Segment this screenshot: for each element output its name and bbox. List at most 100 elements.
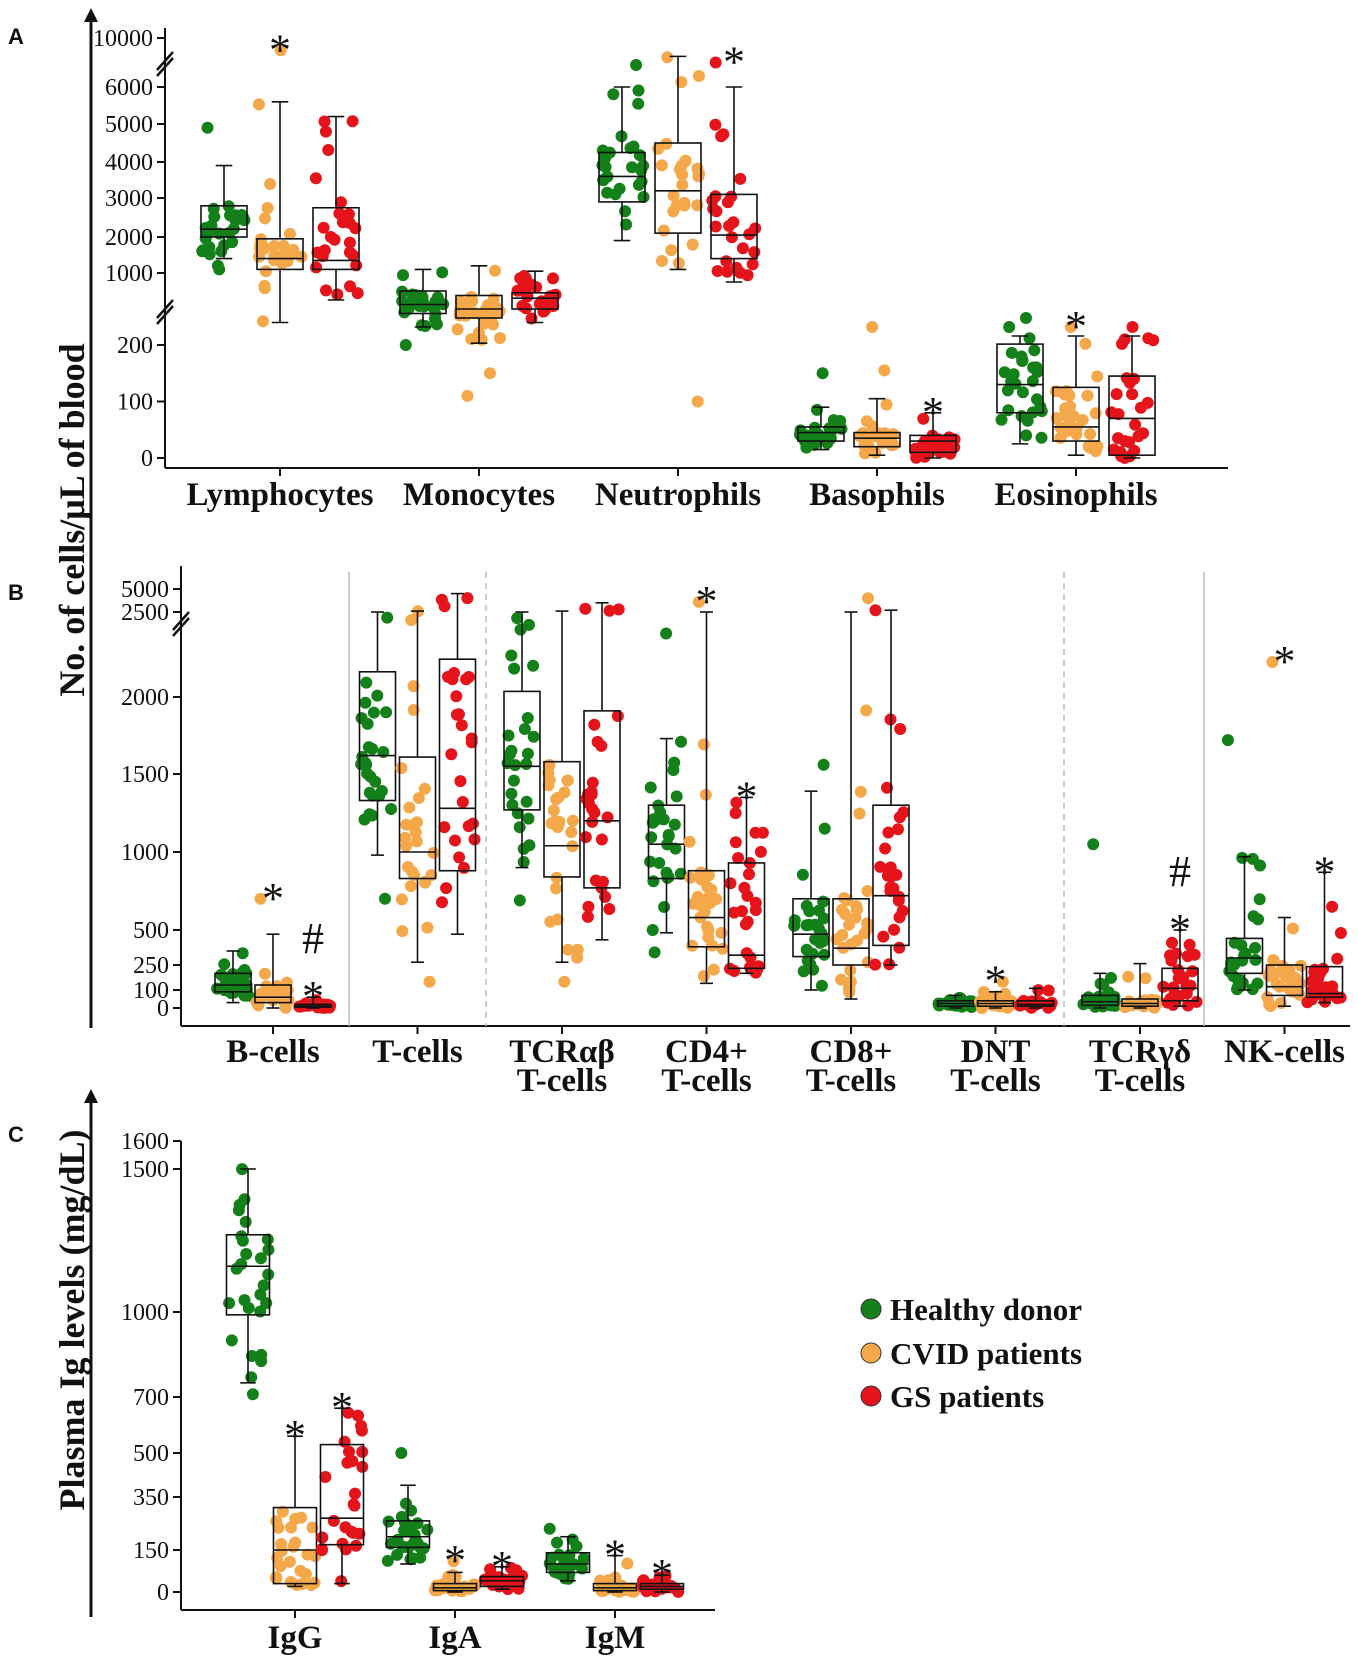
data-point <box>305 1579 318 1591</box>
data-point <box>874 860 887 873</box>
data-point <box>350 1539 362 1552</box>
data-point <box>361 717 374 730</box>
data-point <box>588 718 601 731</box>
legend-label-healthy: Healthy donor <box>890 1292 1082 1327</box>
y-tick-label: 1000 <box>121 1300 169 1326</box>
data-point <box>652 142 665 155</box>
panel-c-plot: IgG**IgA* *IgM* * <box>223 1163 685 1656</box>
category-label: T-cells <box>1095 1063 1186 1099</box>
legend-marker-cvid <box>860 1342 882 1364</box>
data-point <box>447 1555 460 1568</box>
data-point <box>675 76 688 89</box>
panel-a-plot: Lymphocytes * Monocytes Neutrophils * Basophi… <box>186 25 1160 513</box>
significance-star: * <box>1169 905 1191 954</box>
data-point <box>397 269 409 282</box>
y-tick-label: 0 <box>157 1580 169 1606</box>
data-point <box>724 877 737 890</box>
data-point <box>882 826 895 839</box>
data-point <box>1067 410 1080 422</box>
data-point <box>1180 987 1193 1000</box>
data-point <box>878 364 891 377</box>
category-label: Eosinophils <box>994 477 1157 513</box>
data-point <box>1015 350 1028 363</box>
box <box>797 426 845 442</box>
data-point <box>284 227 296 240</box>
data-point <box>888 923 900 936</box>
data-point <box>405 614 418 627</box>
data-point <box>827 414 840 427</box>
data-point <box>403 801 416 814</box>
data-point <box>460 673 473 686</box>
data-point <box>862 592 874 605</box>
data-point <box>258 282 271 295</box>
data-point <box>436 266 449 279</box>
data-point <box>1236 851 1249 864</box>
data-point <box>667 205 680 218</box>
data-point <box>1076 414 1089 426</box>
data-point <box>695 873 708 886</box>
data-point <box>1122 970 1135 983</box>
data-point <box>563 1549 576 1562</box>
data-point <box>344 280 356 293</box>
data-point <box>551 913 564 926</box>
data-point <box>295 250 308 263</box>
data-point <box>589 874 602 887</box>
data-point <box>522 812 535 825</box>
data-point <box>1009 377 1022 390</box>
data-point <box>661 51 674 64</box>
data-point <box>633 149 646 162</box>
category-label: T-cells <box>806 1063 897 1099</box>
data-point <box>254 892 267 905</box>
data-point <box>861 917 874 930</box>
data-point <box>1181 950 1194 963</box>
box <box>583 710 621 889</box>
data-point <box>476 309 489 322</box>
data-point <box>665 244 678 257</box>
data-point <box>418 782 431 795</box>
data-point <box>543 1522 556 1535</box>
data-point <box>817 912 830 925</box>
y-tick-label: 700 <box>133 1385 169 1411</box>
y-tick-label: 350 <box>133 1485 169 1511</box>
data-point <box>1286 985 1299 998</box>
data-point <box>257 1279 270 1292</box>
data-point <box>245 1350 258 1362</box>
category-label: CD4+ <box>665 1034 748 1070</box>
data-point <box>800 919 813 932</box>
data-point <box>1091 370 1104 383</box>
data-point <box>1254 859 1266 872</box>
data-point <box>451 323 464 336</box>
data-point <box>687 897 700 910</box>
data-point <box>275 1538 288 1550</box>
significance-star: * <box>284 1411 306 1460</box>
significance-star: * <box>331 1383 353 1432</box>
y-tick-label: 1500 <box>121 1157 169 1183</box>
data-point <box>453 851 466 864</box>
data-point <box>818 948 831 961</box>
data-point <box>869 604 882 617</box>
data-point <box>203 241 216 254</box>
data-point <box>272 1521 285 1534</box>
category-label: T-cells <box>661 1063 752 1099</box>
data-point <box>658 901 671 913</box>
data-point <box>1118 435 1131 448</box>
data-point <box>322 144 335 156</box>
data-point <box>211 259 224 272</box>
data-point <box>410 1536 423 1549</box>
data-point <box>861 885 874 897</box>
data-point <box>523 618 535 631</box>
data-point <box>1126 321 1139 333</box>
data-point <box>807 963 820 976</box>
data-point <box>717 128 730 141</box>
data-point <box>709 56 722 69</box>
data-point <box>440 882 453 895</box>
data-point <box>1003 321 1016 333</box>
data-point <box>254 1252 267 1265</box>
data-point <box>415 319 428 332</box>
data-point <box>218 958 231 971</box>
data-point <box>521 712 534 724</box>
data-point <box>343 236 356 249</box>
y-tick-label: 3000 <box>105 186 153 212</box>
data-point <box>635 164 648 177</box>
panel-label-a: A <box>8 24 24 49</box>
